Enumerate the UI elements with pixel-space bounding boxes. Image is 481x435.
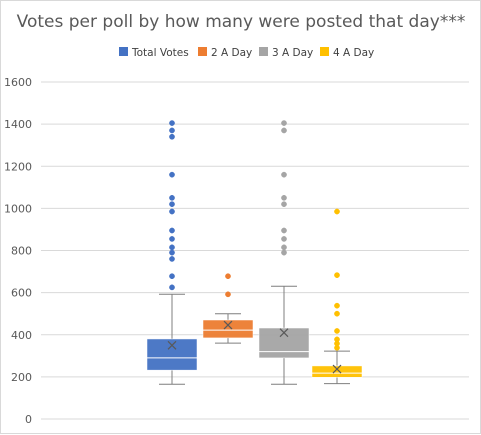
outlier-point — [169, 256, 175, 262]
legend-label: 3 A Day — [272, 47, 313, 59]
legend-entry: 2 A Day — [198, 47, 252, 59]
y-tick-label: 1000 — [4, 202, 32, 215]
outlier-point — [334, 208, 340, 215]
outlier-point — [169, 120, 175, 126]
legend-entry: Total Votes — [119, 47, 189, 59]
outlier-point — [281, 249, 287, 256]
outlier-point — [281, 127, 287, 134]
box-3-a-day — [258, 120, 310, 385]
outlier-point — [169, 194, 175, 201]
outlier-point — [169, 244, 175, 251]
mean-marker — [279, 328, 289, 338]
box-2-a-day — [202, 273, 254, 344]
outlier-point — [169, 208, 175, 215]
mean-marker — [167, 340, 177, 350]
outlier-point — [169, 127, 175, 134]
outlier-point — [334, 328, 340, 334]
y-tick-label: 200 — [11, 371, 32, 384]
chart-title: Votes per poll by how many were posted t… — [17, 12, 466, 32]
legend-entry: 3 A Day — [259, 47, 313, 59]
y-tick-label: 600 — [11, 287, 32, 300]
y-tick-label: 1600 — [4, 76, 32, 89]
iqr-box — [202, 319, 254, 339]
legend-label: Total Votes — [131, 47, 189, 59]
outlier-point — [334, 302, 340, 309]
legend-label: 4 A Day — [333, 47, 374, 59]
box-total-votes — [146, 120, 198, 385]
y-tick-label: 800 — [11, 245, 32, 258]
outlier-point — [281, 201, 287, 208]
mean-marker — [223, 320, 233, 330]
outlier-point — [334, 272, 340, 278]
outlier-point — [169, 171, 175, 178]
outlier-point — [281, 171, 287, 178]
outlier-point — [281, 244, 287, 251]
outlier-point — [281, 227, 287, 234]
legend-entry: 4 A Day — [320, 47, 374, 59]
iqr-box — [311, 365, 363, 378]
legend-swatch — [259, 47, 268, 56]
outlier-point — [225, 273, 231, 280]
outlier-point — [169, 133, 175, 140]
box-series — [146, 120, 363, 385]
y-tick-label: 400 — [11, 329, 32, 342]
outlier-point — [169, 236, 175, 242]
outlier-point — [169, 227, 175, 234]
outlier-point — [169, 201, 175, 208]
y-tick-label: 1200 — [4, 160, 32, 173]
legend-swatch — [320, 47, 329, 56]
legend-label: 2 A Day — [211, 47, 252, 59]
y-tick-label: 1400 — [4, 118, 32, 131]
legend-swatch — [119, 47, 128, 56]
gridlines — [41, 81, 469, 420]
y-tick-label: 0 — [25, 413, 32, 426]
outlier-point — [225, 291, 231, 298]
outlier-point — [281, 120, 287, 126]
outlier-point — [281, 236, 287, 242]
outlier-point — [334, 336, 340, 343]
outlier-point — [169, 284, 175, 291]
legend: Total Votes 2 A Day 3 A Day 4 A Day — [119, 47, 374, 59]
y-axis-tick-labels: 0 200 400 600 800 1000 1200 1400 1600 — [4, 76, 32, 426]
legend-swatch — [198, 47, 207, 56]
outlier-point — [169, 273, 175, 280]
outlier-point — [334, 310, 340, 317]
outlier-point — [169, 249, 175, 256]
outlier-point — [281, 194, 287, 201]
iqr-box — [146, 338, 198, 371]
box-4-a-day — [311, 208, 363, 385]
mean-marker — [332, 364, 342, 374]
